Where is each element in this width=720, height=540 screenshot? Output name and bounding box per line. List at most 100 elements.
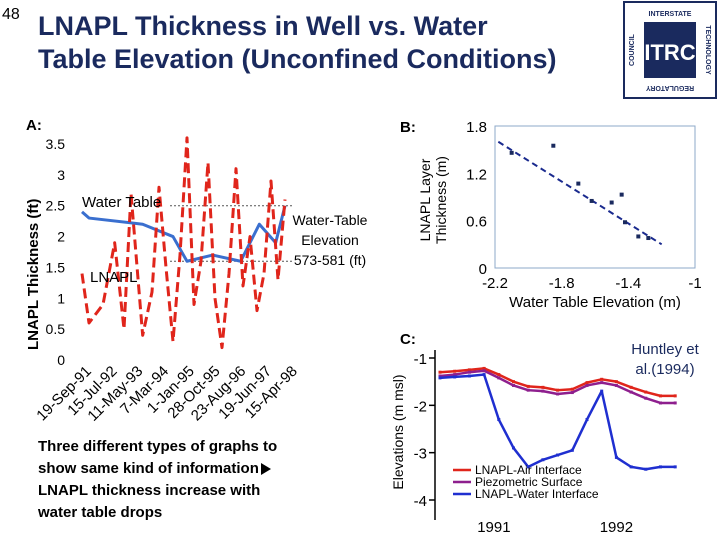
chart-a-range-label-2: Elevation bbox=[301, 232, 359, 248]
chart-a-ytick-2: 1 bbox=[57, 290, 65, 306]
note-line-2-wrap: show same kind of information bbox=[38, 458, 378, 480]
chart-c-series-1-point-0 bbox=[438, 374, 442, 378]
chart-b-ytick-1: 0.6 bbox=[466, 214, 487, 231]
chart-c-series-2-point-14 bbox=[644, 467, 648, 471]
chart-c-series-0-point-7 bbox=[541, 385, 545, 389]
chart-a-ytick-5: 2.5 bbox=[46, 198, 66, 214]
chart-c-series-0-point-16 bbox=[673, 394, 677, 398]
chart-c-series-2-point-12 bbox=[614, 455, 618, 459]
logo-ring-left: COUNCIL bbox=[629, 33, 636, 66]
chart-b-xlabel: Water Table Elevation (m) bbox=[509, 294, 681, 311]
chart-c-series-2-point-13 bbox=[629, 465, 633, 469]
chart-c-series-1-point-1 bbox=[453, 373, 457, 377]
chart-c-series-1-point-14 bbox=[644, 396, 648, 400]
logo-ring-bottom: REGULATORY bbox=[646, 84, 694, 91]
chart-c-series-1-point-8 bbox=[556, 392, 560, 396]
chart-c-series-1-point-13 bbox=[629, 390, 633, 394]
chart-b-xtick-2: -1.4 bbox=[615, 275, 641, 292]
chart-a-range-label-1: Water-Table bbox=[293, 212, 368, 228]
chart-c-source-1: Huntley et bbox=[631, 341, 699, 358]
chart-c-xtick-0: 1991 bbox=[477, 519, 510, 536]
chart-c-ytick-3: -4 bbox=[414, 493, 427, 510]
chart-c-series-0-point-6 bbox=[526, 384, 530, 388]
chart-b-ylabel-2: Thickness (m) bbox=[433, 156, 449, 244]
chart-b-ytick-3: 1.8 bbox=[466, 119, 487, 136]
chart-a-ytick-4: 2 bbox=[57, 229, 65, 245]
chart-b-xtick-1: -1.8 bbox=[549, 275, 575, 292]
chart-c-series-1-point-4 bbox=[497, 376, 501, 380]
slide-title: LNAPL Thickness in Well vs. Water Table … bbox=[38, 10, 618, 76]
chart-c-series-1-point-10 bbox=[585, 383, 589, 387]
chart-a-ytick-6: 3 bbox=[57, 167, 65, 183]
chart-c-series-1-point-15 bbox=[659, 401, 662, 405]
arrow-right-icon bbox=[260, 463, 271, 476]
chart-b-point-5 bbox=[619, 192, 624, 197]
chart-c-series-2-point-9 bbox=[570, 448, 574, 452]
chart-c-series-2-point-16 bbox=[673, 465, 677, 469]
chart-c-series-2-point-3 bbox=[482, 373, 486, 377]
chart-c-series-2-point-1 bbox=[453, 375, 457, 379]
chart-b-xtick-0: -2.2 bbox=[482, 275, 508, 292]
chart-c-source-2: al.(1994) bbox=[635, 361, 694, 378]
title-line-1: LNAPL Thickness in Well vs. Water bbox=[38, 11, 488, 41]
chart-c-series-1-point-16 bbox=[673, 401, 677, 405]
chart-a-ytick-0: 0 bbox=[57, 352, 65, 368]
chart-c-series-1-point-12 bbox=[614, 383, 618, 387]
chart-c-panel-label: C: bbox=[400, 331, 416, 348]
itrc-logo: INTERSTATE REGULATORY COUNCIL TECHNOLOGY… bbox=[623, 1, 717, 99]
chart-c-series-0-point-4 bbox=[497, 373, 501, 377]
chart-c-series-2-point-7 bbox=[541, 458, 545, 462]
chart-c-series-0-point-15 bbox=[659, 394, 662, 398]
chart-a-ytick-7: 3.5 bbox=[46, 136, 66, 152]
chart-c-series-1-point-2 bbox=[467, 370, 471, 374]
chart-c-ytick-2: -3 bbox=[414, 446, 427, 463]
chart-a-range-label-3: 573-581 (ft) bbox=[294, 252, 366, 268]
note-line-4: water table drops bbox=[38, 504, 163, 521]
chart-a-ytick-1: 0.5 bbox=[46, 321, 66, 337]
chart-c-series-0-point-1 bbox=[453, 369, 457, 373]
chart-c-series-0-point-9 bbox=[570, 387, 574, 391]
chart-c-series-0-point-5 bbox=[512, 380, 515, 384]
chart-b-ylabel-1: LNAPL Layer bbox=[417, 158, 433, 241]
chart-a-series-lnapl bbox=[80, 136, 287, 350]
chart-c-series-2-point-11 bbox=[600, 389, 604, 393]
chart-c-series-1-point-9 bbox=[570, 391, 574, 395]
chart-c-series-1-point-5 bbox=[512, 383, 515, 387]
chart-b-panel-label: B: bbox=[400, 119, 416, 136]
chart-c-series-0-point-0 bbox=[438, 370, 442, 374]
chart-c-series-0-point-3 bbox=[482, 366, 486, 370]
chart-c-series-2-point-8 bbox=[556, 453, 560, 457]
chart-a-panel-label: A: bbox=[26, 117, 42, 134]
chart-c-series-1-point-11 bbox=[600, 381, 604, 385]
chart-c-ytick-1: -2 bbox=[414, 398, 427, 415]
chart-c-series-0-point-8 bbox=[556, 388, 560, 392]
chart-c-series-2-point-6 bbox=[526, 465, 530, 469]
chart-c-series-0-point-12 bbox=[614, 380, 618, 384]
chart-b-xtick-3: -1 bbox=[688, 275, 701, 292]
chart-b-point-1 bbox=[551, 143, 556, 148]
chart-c-series-2-point-10 bbox=[585, 418, 589, 422]
chart-b-point-6 bbox=[623, 220, 627, 225]
chart-c-series-1-point-3 bbox=[482, 369, 486, 373]
chart-c-series-2-point-4 bbox=[497, 418, 501, 422]
chart-c-series-2-point-5 bbox=[512, 446, 515, 450]
chart-c-series-1-point-7 bbox=[541, 389, 545, 393]
chart-c: C: Elevations (m msl) Huntley et al.(199… bbox=[390, 331, 700, 536]
chart-b-point-2 bbox=[576, 181, 581, 186]
chart-a-ytick-3: 1.5 bbox=[46, 259, 66, 275]
chart-b-point-3 bbox=[589, 198, 594, 203]
chart-c-legend-label-1: Piezometric Surface bbox=[475, 475, 583, 489]
logo-ring-right: TECHNOLOGY bbox=[704, 25, 711, 75]
chart-b-plot-area bbox=[494, 125, 696, 269]
chart-a-lnapl-label: LNAPL bbox=[90, 269, 138, 286]
chart-a-ylabel: LNAPL Thickness (ft) bbox=[25, 199, 42, 350]
chart-b-point-8 bbox=[646, 236, 651, 241]
chart-b: B: LNAPL Layer Thickness (m) 0 0.6 1.2 1.8 -… bbox=[400, 119, 702, 311]
chart-c-series-0-point-14 bbox=[644, 390, 648, 394]
chart-b-trend-line bbox=[497, 140, 663, 246]
chart-c-legend-label-2: LNAPL-Water Interface bbox=[475, 487, 599, 501]
logo-letters: ITRC bbox=[644, 40, 695, 65]
chart-b-point-7 bbox=[636, 234, 641, 239]
chart-c-series-2-point-15 bbox=[659, 465, 662, 469]
note-line-3: LNAPL thickness increase with bbox=[38, 482, 261, 499]
